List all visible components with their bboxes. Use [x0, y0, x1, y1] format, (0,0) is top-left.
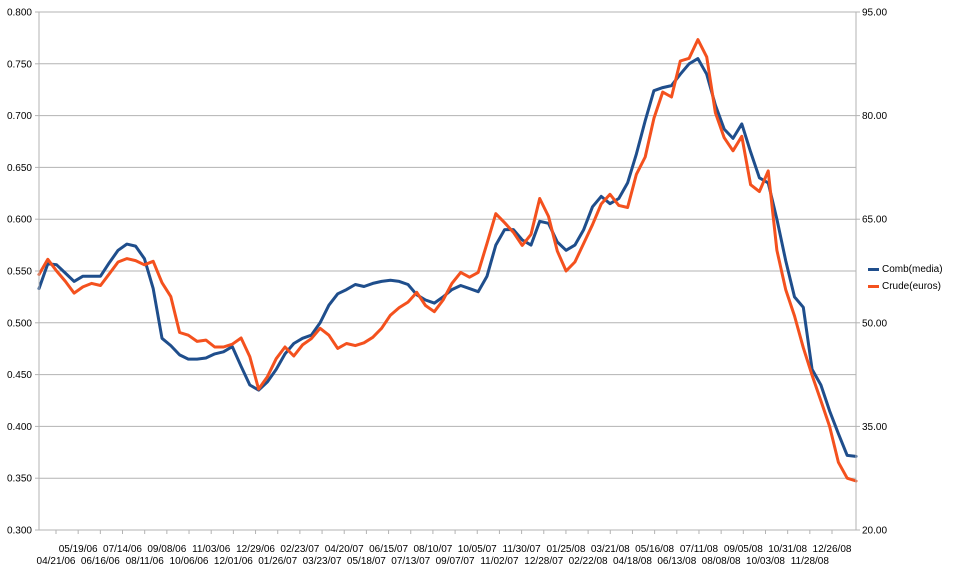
x-tick-label: 07/14/06 [103, 544, 142, 555]
x-tick-label: 10/06/06 [170, 556, 209, 567]
x-tick-label: 08/10/07 [413, 544, 452, 555]
left-tick-label: 0.400 [7, 422, 32, 433]
x-tick-label: 05/16/08 [635, 544, 674, 555]
x-tick-label: 01/26/07 [258, 556, 297, 567]
x-tick-label: 11/28/08 [791, 556, 830, 567]
left-tick-label: 0.750 [7, 59, 32, 70]
left-tick-label: 0.800 [7, 8, 32, 19]
right-axis-ticks: 20.00 35.00 50.00 65.00 80.00 95.00 [862, 8, 887, 537]
x-tick-label: 11/02/07 [480, 556, 519, 567]
x-tick-label: 05/18/07 [347, 556, 386, 567]
x-tick-label: 12/28/07 [524, 556, 563, 567]
x-tick-label: 02/22/08 [569, 556, 608, 567]
left-tick-label: 0.300 [7, 526, 32, 537]
x-tick-label: 07/13/07 [391, 556, 430, 567]
x-tick-label: 10/05/07 [458, 544, 497, 555]
x-tick-label: 08/11/06 [126, 556, 165, 567]
legend-label-crude: Crude(euros) [882, 281, 941, 292]
x-tick-label: 12/26/08 [813, 544, 852, 555]
legend-swatch-crude [868, 285, 879, 288]
left-tick-label: 0.650 [7, 163, 32, 174]
x-tick-label: 09/08/06 [147, 544, 186, 555]
right-tick-label: 80.00 [862, 111, 887, 122]
x-tick-label: 05/19/06 [59, 544, 98, 555]
x-tick-label: 10/31/08 [768, 544, 807, 555]
legend-entry-comb: Comb(media) [868, 261, 943, 278]
x-tick-label: 03/23/07 [303, 556, 342, 567]
series-lines [37, 38, 858, 483]
left-tick-label: 0.450 [7, 370, 32, 381]
gridlines [39, 11, 856, 531]
x-tick-label: 10/03/08 [746, 556, 785, 567]
left-tick-label: 0.550 [7, 267, 32, 278]
x-tick-label: 12/29/06 [236, 544, 275, 555]
x-tick-label: 06/13/08 [657, 556, 696, 567]
x-tick-label: 06/15/07 [369, 544, 408, 555]
right-tick-label: 35.00 [862, 422, 887, 433]
legend: Comb(media) Crude(euros) [868, 261, 943, 295]
x-tick-label: 04/21/06 [37, 556, 76, 567]
right-tick-label: 20.00 [862, 526, 887, 537]
x-tick-label: 01/25/08 [546, 544, 585, 555]
x-tick-label: 09/07/07 [436, 556, 475, 567]
x-tick-label: 03/21/08 [591, 544, 630, 555]
x-tick-label: 02/23/07 [280, 544, 319, 555]
series-line-crude [37, 38, 858, 483]
x-tick-label: 09/05/08 [724, 544, 763, 555]
x-tick-label: 04/18/08 [613, 556, 652, 567]
x-tick-label: 11/30/07 [503, 544, 542, 555]
left-tick-label: 0.600 [7, 215, 32, 226]
right-tick-label: 65.00 [862, 215, 887, 226]
right-tick-label: 50.00 [862, 318, 887, 329]
legend-entry-crude: Crude(euros) [868, 278, 943, 295]
left-tick-label: 0.500 [7, 318, 32, 329]
x-tick-label: 06/16/06 [81, 556, 120, 567]
left-tick-label: 0.700 [7, 111, 32, 122]
x-tick-label: 04/20/07 [325, 544, 364, 555]
legend-label-comb: Comb(media) [882, 264, 943, 275]
x-tick-label: 11/03/06 [192, 544, 231, 555]
x-tick-label: 12/01/06 [214, 556, 253, 567]
legend-swatch-comb [868, 268, 879, 271]
axes [35, 11, 860, 534]
left-tick-label: 0.350 [7, 474, 32, 485]
right-tick-label: 95.00 [862, 8, 887, 19]
series-line-comb [37, 57, 858, 458]
x-axis-ticks: 04/21/0605/19/0606/16/0607/14/0608/11/06… [37, 544, 852, 567]
x-tick-label: 07/11/08 [680, 544, 719, 555]
x-tick-label: 08/08/08 [702, 556, 741, 567]
left-axis-ticks: 0.300 0.350 0.400 0.450 0.500 0.550 0.600 0.650… [7, 8, 32, 537]
